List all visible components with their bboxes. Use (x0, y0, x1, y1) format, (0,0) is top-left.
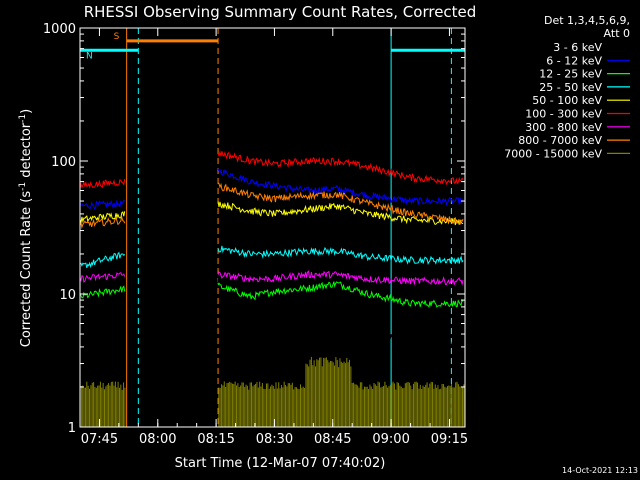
x-axis-label: Start Time (12-Mar-07 07:40:02) (175, 456, 386, 471)
series-25-50-kev (79, 245, 464, 269)
legend-label: 50 - 100 keV (532, 94, 602, 107)
legend-label: 3 - 6 keV (553, 41, 602, 54)
series-line (217, 270, 464, 286)
series-line (79, 211, 126, 224)
series-line (79, 178, 126, 189)
legend-label: 12 - 25 keV (539, 68, 602, 81)
x-tick-label: 09:15 (431, 432, 468, 447)
series-line (79, 316, 126, 340)
legend-label: 800 - 7000 keV (518, 134, 602, 147)
series-line (79, 251, 126, 269)
flag-label-S: S (114, 32, 120, 42)
series-line (79, 215, 126, 230)
series-800-7000-kev (79, 182, 464, 230)
series-line (79, 272, 126, 283)
series-line (217, 168, 464, 207)
chart-title: RHESSI Observing Summary Count Rates, Co… (84, 3, 477, 21)
series-line (217, 182, 464, 225)
y-tick-label: 100 (51, 155, 76, 170)
legend-label: 300 - 800 keV (525, 121, 602, 134)
x-tick-label: 08:30 (256, 432, 293, 447)
timestamp: 14-Oct-2021 12:13 (562, 466, 638, 475)
series-line (217, 281, 464, 308)
axes: 07:45 08:00 08:15 08:30 08:45 09:00 09:15 1 10 10… (43, 22, 468, 447)
series-12-25-kev (79, 281, 464, 308)
series-line (79, 199, 126, 210)
y-axis-label: Corrected Count Rate (s-1 detector-1) (18, 109, 34, 347)
x-tick-label: 09:00 (372, 432, 409, 447)
legend-header-2: Att 0 (604, 27, 630, 40)
x-tick-label: 07:45 (81, 432, 118, 447)
legend-label: 7000 - 15000 keV (504, 147, 602, 160)
series-100-300-kev (79, 150, 464, 189)
y-tick-label: 1000 (43, 22, 76, 37)
legend-label: 25 - 50 keV (539, 81, 602, 94)
x-tick-label: 08:00 (139, 432, 176, 447)
series-7000-15000-kev (79, 356, 465, 427)
plot-area: SN (79, 28, 465, 427)
series-300-800-kev (79, 270, 464, 286)
series-line (79, 285, 126, 299)
series-line (217, 150, 464, 186)
series-line (217, 273, 464, 358)
flag-label-N: N (86, 51, 93, 61)
series-line (217, 201, 464, 226)
series-line (217, 245, 464, 266)
y-tick-label: 1 (68, 421, 76, 436)
legend-header-1: Det 1,3,4,5,6,9, (544, 14, 630, 27)
legend-label: 6 - 12 keV (546, 54, 602, 67)
plot-frame (79, 27, 466, 428)
x-tick-label: 08:45 (314, 432, 351, 447)
legend-label: 100 - 300 keV (525, 108, 602, 121)
series-3-6-kev (79, 273, 464, 358)
y-tick-label: 10 (59, 288, 76, 303)
series-6-12-kev (79, 168, 464, 210)
series-50-100-kev (79, 201, 464, 226)
x-tick-label: 08:15 (197, 432, 234, 447)
